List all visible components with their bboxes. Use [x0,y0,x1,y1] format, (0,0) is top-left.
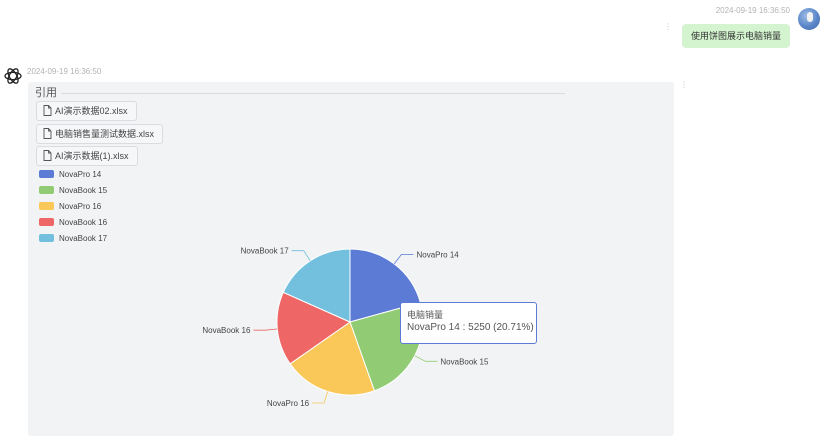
legend-swatch [39,186,54,194]
slice-leader-line [312,391,329,404]
user-message-bubble: 使用饼图展示电脑销量 [681,24,790,48]
legend-label: NovaPro 16 [59,202,102,211]
references-title: 引用 [35,87,61,99]
legend-label: NovaBook 17 [59,234,108,243]
slice-label: NovaBook 16 [202,326,251,335]
slice-leader-line [291,250,311,262]
user-message: 2024-09-19 16:36:50 ⋮ 使用饼图展示电脑销量 [520,6,820,50]
file-icon [43,150,52,161]
user-avatar[interactable] [798,8,820,30]
assistant-logo-icon [4,68,22,84]
references-divider [35,93,565,94]
reference-file-button[interactable]: 电脑销售量测试数据.xlsx [36,124,164,144]
slice-label: NovaBook 17 [241,247,290,256]
user-message-menu-icon[interactable]: ⋮ [664,22,672,31]
file-icon [43,128,52,139]
slice-label: NovaBook 15 [440,357,489,366]
chart-legend: NovaPro 14 NovaBook 15 NovaPro 16 NovaBook … [39,170,107,250]
pie-slice[interactable] [282,248,351,323]
legend-swatch [39,170,54,178]
slice-leader-line [253,328,278,331]
slice-label: NovaPro 16 [267,399,310,408]
legend-swatch [39,202,54,210]
assistant-message-menu-icon[interactable]: ⋮ [680,80,688,89]
legend-item[interactable]: NovaPro 16 [39,202,107,218]
reference-file-name: AI演示数据(1).xlsx [55,151,129,161]
legend-item[interactable]: NovaBook 15 [39,186,107,202]
reference-file-name: AI演示数据02.xlsx [55,106,128,116]
reference-file-button[interactable]: AI演示数据(1).xlsx [36,146,138,166]
legend-swatch [39,234,54,242]
slice-label: NovaPro 14 [417,250,460,259]
pie-slice[interactable] [276,291,352,365]
legend-item[interactable]: NovaPro 14 [39,170,107,186]
file-icon [43,105,52,116]
legend-swatch [39,218,54,226]
chart-tooltip: 电脑销量 NovaPro 14 : 5250 (20.71%) [400,302,537,344]
references-header: 引用 [35,87,565,99]
legend-label: NovaBook 16 [59,218,108,227]
slice-leader-line [414,355,438,362]
tooltip-value: NovaPro 14 : 5250 (20.71%) [407,322,534,333]
assistant-message-timestamp: 2024-09-19 16:36:50 [27,67,102,76]
pie-chart: NovaPro 14 NovaBook 15 NovaPro 16 NovaBook … [202,247,489,408]
slice-leader-line [393,253,414,265]
reference-file-name: 电脑销售量测试数据.xlsx [55,129,155,139]
assistant-message-card: 引用 AI演示数据02.xlsx 电脑销售量测试数据.xlsx AI演示数据(1… [28,82,674,436]
legend-label: NovaPro 14 [59,170,102,179]
legend-label: NovaBook 15 [59,186,108,195]
legend-item[interactable]: NovaBook 16 [39,218,107,234]
reference-file-button[interactable]: AI演示数据02.xlsx [36,101,137,121]
legend-item[interactable]: NovaBook 17 [39,234,107,250]
tooltip-title: 电脑销量 [407,310,444,320]
user-message-timestamp: 2024-09-19 16:36:50 [715,6,790,15]
